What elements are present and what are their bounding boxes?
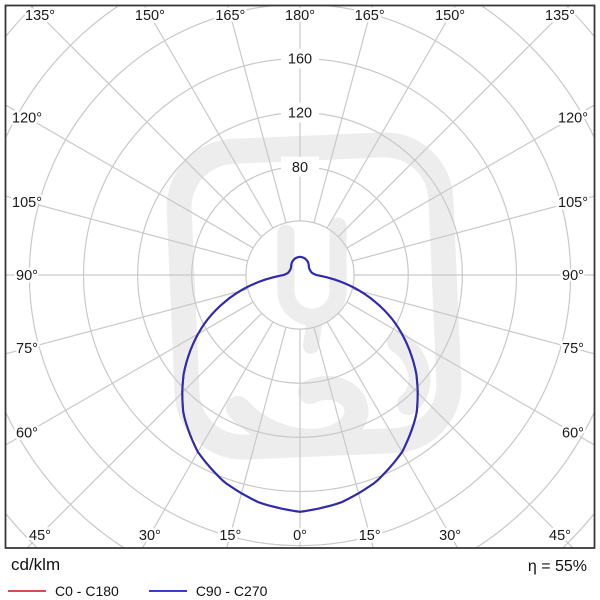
- svg-text:75°: 75°: [16, 341, 38, 357]
- unit-label: cd/klm: [11, 555, 61, 574]
- svg-text:165°: 165°: [215, 8, 245, 24]
- watermark-logo: [166, 132, 462, 460]
- legend-item-c90-c270: C90 - C270: [148, 583, 268, 599]
- svg-text:150°: 150°: [135, 8, 165, 24]
- svg-text:90°: 90°: [16, 268, 38, 284]
- chart-frame: [4, 4, 596, 549]
- svg-text:120: 120: [288, 106, 312, 122]
- svg-text:60°: 60°: [562, 426, 584, 442]
- svg-text:15°: 15°: [359, 528, 381, 544]
- svg-text:45°: 45°: [549, 528, 571, 544]
- legend-line-blue-icon: [148, 590, 187, 592]
- angle-labels: 0° 15° 15° 30° 30° 45° 45° 60° 60° 75° 75° 90° 90° 10…: [10, 6, 591, 547]
- svg-text:0°: 0°: [293, 528, 307, 544]
- svg-text:135°: 135°: [545, 8, 575, 24]
- legend-label: C0 - C180: [55, 583, 119, 599]
- efficiency-value: η = 55%: [527, 558, 587, 575]
- curve-c90-c270: [181, 255, 419, 513]
- svg-text:165°: 165°: [355, 8, 385, 24]
- legend-line-red-icon: [8, 590, 46, 592]
- svg-text:105°: 105°: [12, 195, 42, 211]
- legend-item-c0-c180: C0 - C180: [8, 583, 119, 599]
- svg-text:75°: 75°: [562, 341, 584, 357]
- svg-text:90°: 90°: [562, 268, 584, 284]
- svg-text:120°: 120°: [12, 110, 42, 126]
- svg-text:30°: 30°: [439, 528, 461, 544]
- svg-text:15°: 15°: [219, 528, 241, 544]
- legend: C0 - C180 C90 - C270: [8, 583, 297, 599]
- intensity-curves: [181, 255, 419, 513]
- ring-labels: 80 120 160: [281, 48, 319, 177]
- svg-text:135°: 135°: [25, 8, 55, 24]
- svg-text:160: 160: [288, 52, 312, 68]
- svg-text:30°: 30°: [139, 528, 161, 544]
- svg-text:80: 80: [292, 160, 308, 176]
- svg-text:120°: 120°: [558, 110, 588, 126]
- svg-text:105°: 105°: [558, 195, 588, 211]
- svg-text:150°: 150°: [435, 8, 465, 24]
- svg-text:180°: 180°: [285, 8, 315, 24]
- svg-text:60°: 60°: [16, 426, 38, 442]
- legend-label: C90 - C270: [195, 583, 268, 599]
- svg-text:45°: 45°: [29, 528, 51, 544]
